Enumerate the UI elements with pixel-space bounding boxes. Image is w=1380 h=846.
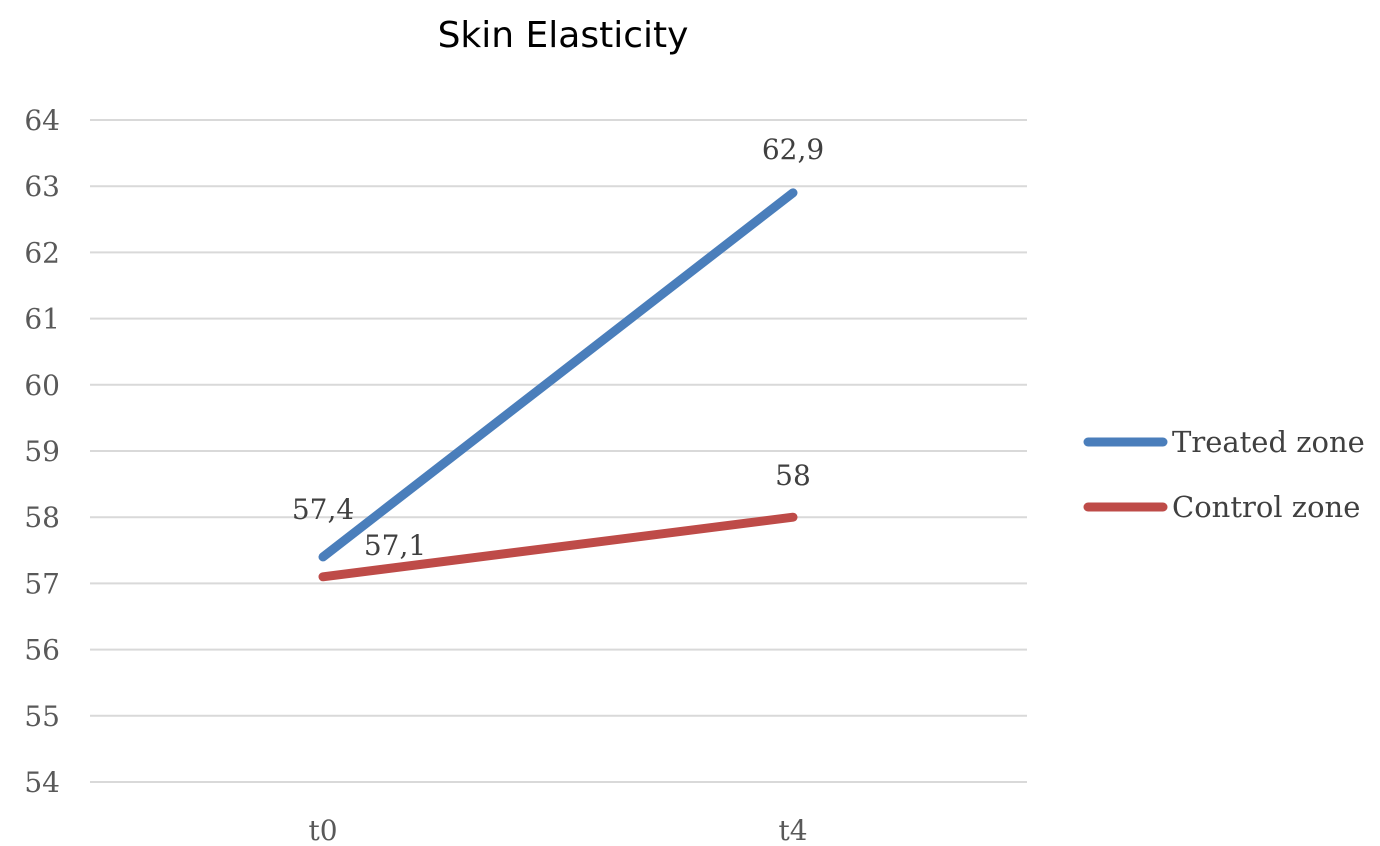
y-tick-label: 59 <box>24 435 60 468</box>
y-tick-label: 56 <box>24 634 60 667</box>
y-tick-label: 55 <box>24 700 60 733</box>
y-tick-label: 58 <box>24 501 60 534</box>
series-lines <box>318 188 798 582</box>
data-label: 62,9 <box>762 133 824 166</box>
series-line-control-zone <box>318 512 798 582</box>
data-labels: 57,4 62,9 57,1 58 <box>292 133 824 562</box>
y-tick-label: 63 <box>24 170 60 203</box>
x-axis-ticks: t0 t4 <box>308 814 807 846</box>
chart-title: Skin Elasticity <box>438 15 689 56</box>
y-tick-label: 57 <box>24 567 60 600</box>
legend-label: Treated zone <box>1172 425 1365 459</box>
data-label: 58 <box>775 459 811 492</box>
y-tick-label: 54 <box>24 766 60 799</box>
y-tick-label: 64 <box>24 104 60 137</box>
legend: Treated zone Control zone <box>1083 425 1365 524</box>
y-tick-label: 61 <box>24 303 60 336</box>
y-tick-label: 62 <box>24 236 60 269</box>
gridlines <box>90 119 1027 783</box>
x-tick-label: t4 <box>778 814 807 846</box>
series-line-treated-zone <box>318 188 798 562</box>
data-label: 57,1 <box>364 529 426 562</box>
legend-label: Control zone <box>1172 490 1360 524</box>
y-tick-label: 60 <box>24 369 60 402</box>
x-tick-label: t0 <box>308 814 337 846</box>
y-axis-ticks: 54 55 56 57 58 59 60 61 62 63 64 <box>24 104 60 799</box>
data-label: 57,4 <box>292 493 354 526</box>
